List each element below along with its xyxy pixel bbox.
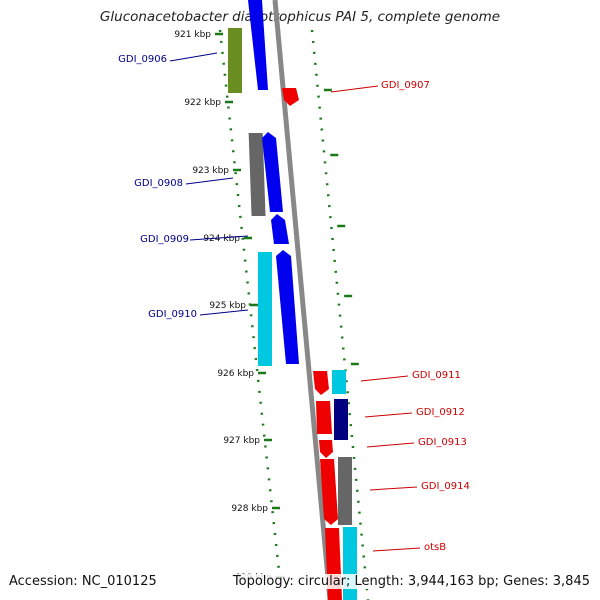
gene-block-gray[interactable] <box>248 133 266 216</box>
label-leader-line <box>366 442 415 448</box>
kbp-label: 922 kbp <box>184 98 221 108</box>
kbp-label: 921 kbp <box>174 30 211 40</box>
kbp-label: 924 kbp <box>203 234 240 244</box>
gene-labels: GDI_0906 GDI_0908 GDI_0909 GDI_0910 GDI_0907… <box>118 52 470 553</box>
label-leader-line <box>330 85 379 93</box>
label-leader-line <box>169 52 218 62</box>
label-leader-line <box>372 547 421 552</box>
gene-arrow-reverse[interactable] <box>313 371 329 395</box>
gene-arrow-forward[interactable] <box>262 132 283 212</box>
label-leader-line <box>369 486 418 491</box>
gene-arrow-reverse[interactable] <box>316 401 332 434</box>
map-title: Gluconacetobacter diazotrophicus PAI 5, … <box>99 9 501 25</box>
gene-label-right[interactable]: GDI_0912 <box>416 407 465 418</box>
kbp-label: 928 kbp <box>231 504 268 514</box>
gene-label-right[interactable]: GDI_0913 <box>418 437 467 448</box>
accession-text: Accession: NC_010125 <box>9 574 157 589</box>
label-leader-line <box>189 235 249 241</box>
gene-label-left[interactable]: GDI_0909 <box>140 234 189 245</box>
gene-label-left[interactable]: GDI_0910 <box>148 309 197 320</box>
label-leader-line <box>199 309 249 316</box>
gene-block-olive[interactable] <box>228 28 242 93</box>
genome-summary: Topology: circular; Length: 3,944,163 bp… <box>232 574 590 589</box>
dotted-guide-right <box>310 29 370 600</box>
gene-arrow-forward[interactable] <box>271 214 289 244</box>
gene-arrow-reverse[interactable] <box>319 440 333 458</box>
kbp-label: 925 kbp <box>209 301 246 311</box>
gene-label-right[interactable]: otsB <box>424 542 446 553</box>
gene-block-cyan[interactable] <box>332 370 346 394</box>
gene-block-navy[interactable] <box>334 399 348 440</box>
gene-label-right[interactable]: GDI_0907 <box>381 80 430 91</box>
gene-block-gray[interactable] <box>338 457 352 525</box>
gene-arrow-reverse[interactable] <box>282 88 299 106</box>
gene-block-cyan[interactable] <box>258 252 272 366</box>
kbp-label: 926 kbp <box>217 369 254 379</box>
label-leader-line <box>364 412 413 418</box>
gene-block-teal[interactable] <box>343 527 357 600</box>
gene-label-right[interactable]: GDI_0911 <box>412 370 461 381</box>
label-leader-line <box>185 177 234 185</box>
gene-arrow-forward[interactable] <box>248 0 268 90</box>
gene-arrow-forward[interactable] <box>276 250 299 364</box>
gene-label-right[interactable]: GDI_0914 <box>421 481 470 492</box>
gene-arrow-reverse[interactable] <box>320 459 338 525</box>
label-leader-line <box>360 375 409 382</box>
gene-label-left[interactable]: GDI_0906 <box>118 54 167 65</box>
kbp-label: 927 kbp <box>223 436 260 446</box>
kbp-label: 923 kbp <box>192 166 229 176</box>
gene-label-left[interactable]: GDI_0908 <box>134 178 183 189</box>
